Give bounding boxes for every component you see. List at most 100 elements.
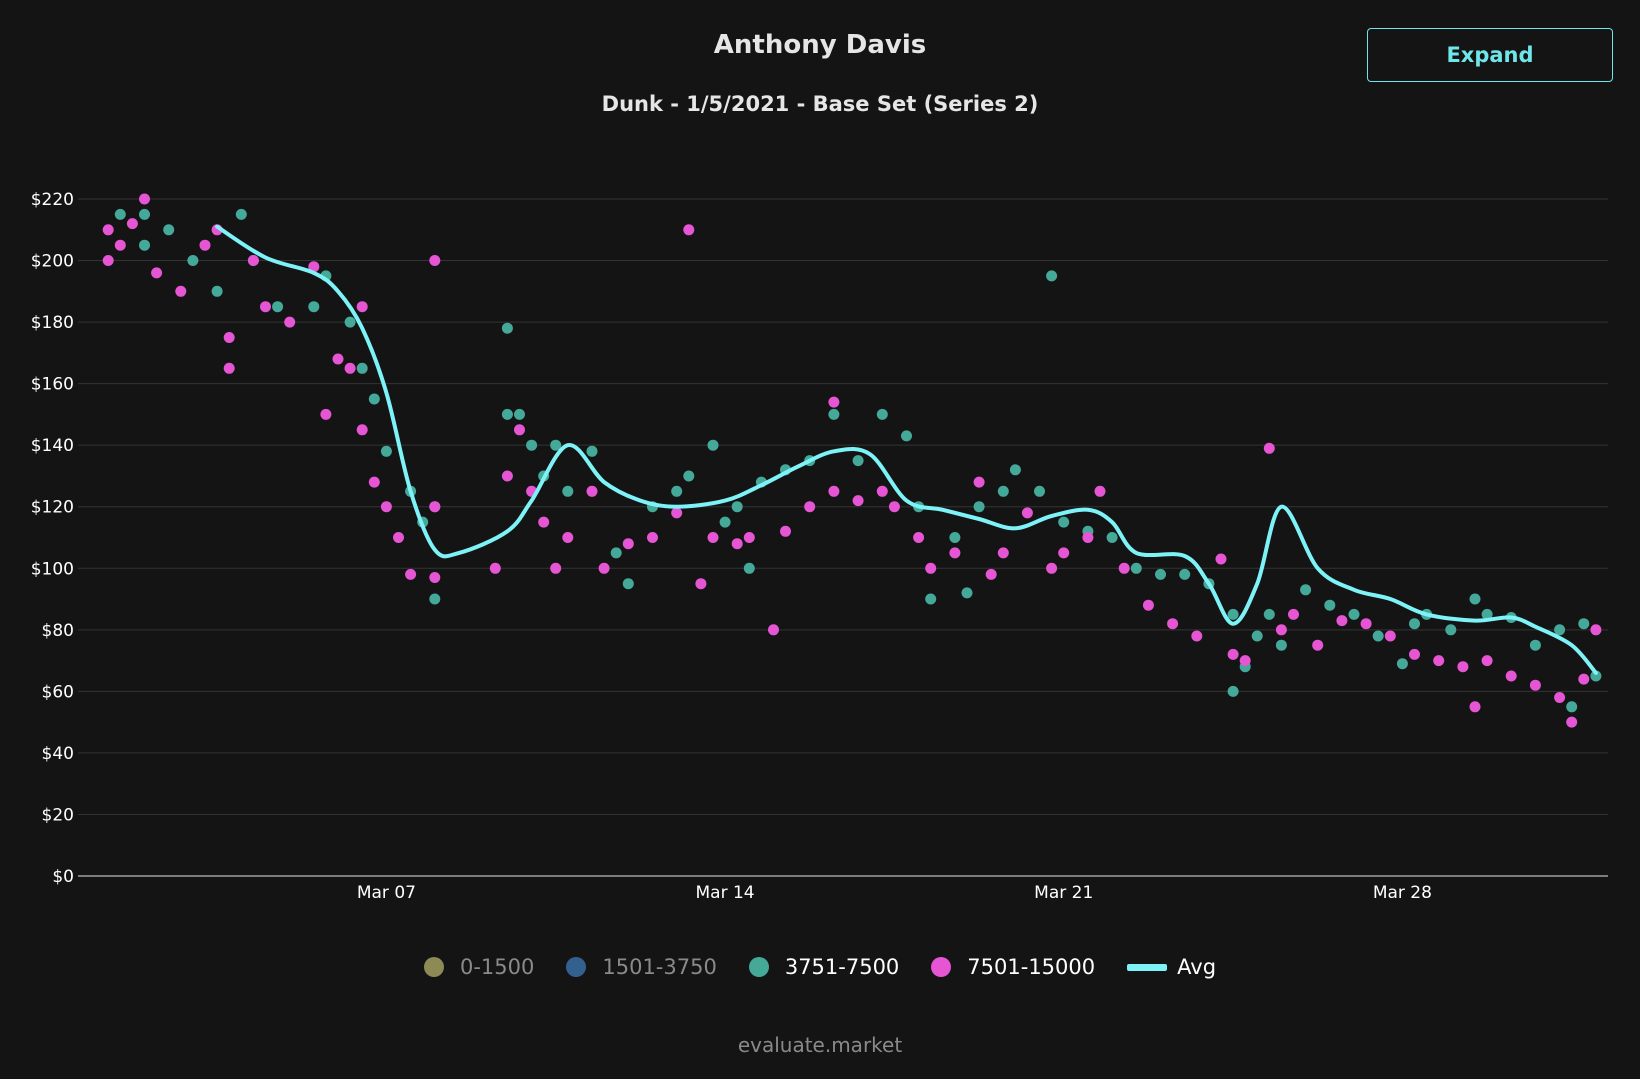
point-3751-7500[interactable]: [1179, 568, 1191, 580]
point-7501-15000[interactable]: [1409, 648, 1420, 660]
point-3751-7500[interactable]: [1034, 485, 1045, 497]
point-7501-15000[interactable]: [223, 362, 235, 374]
point-7501-15000[interactable]: [1529, 679, 1541, 691]
point-3751-7500[interactable]: [211, 285, 223, 297]
point-3751-7500[interactable]: [187, 255, 199, 266]
point-3751-7500[interactable]: [514, 408, 525, 420]
point-7501-15000[interactable]: [284, 316, 296, 328]
point-3751-7500[interactable]: [1554, 624, 1566, 636]
point-7501-15000[interactable]: [876, 485, 888, 497]
point-3751-7500[interactable]: [610, 547, 622, 559]
point-7501-15000[interactable]: [985, 568, 997, 580]
point-7501-15000[interactable]: [489, 562, 501, 574]
point-7501-15000[interactable]: [997, 547, 1009, 559]
point-7501-15000[interactable]: [949, 547, 961, 559]
point-7501-15000[interactable]: [320, 408, 332, 420]
point-3751-7500[interactable]: [683, 470, 695, 482]
point-3751-7500[interactable]: [961, 587, 973, 599]
avg-line-layer[interactable]: [215, 224, 1598, 675]
point-7501-15000[interactable]: [1058, 547, 1070, 559]
point-7501-15000[interactable]: [562, 532, 574, 543]
point-3751-7500[interactable]: [586, 445, 598, 457]
point-7501-15000[interactable]: [393, 532, 404, 543]
point-7501-15000[interactable]: [1191, 630, 1203, 642]
point-7501-15000[interactable]: [671, 507, 683, 519]
point-3751-7500[interactable]: [949, 532, 961, 543]
point-7501-15000[interactable]: [308, 261, 320, 273]
point-3751-7500[interactable]: [368, 393, 380, 405]
point-7501-15000[interactable]: [804, 501, 816, 513]
point-3751-7500[interactable]: [876, 408, 888, 420]
point-7501-15000[interactable]: [1384, 630, 1396, 642]
avg-line[interactable]: [215, 224, 1598, 675]
point-7501-15000[interactable]: [151, 267, 163, 279]
point-7501-15000[interactable]: [1082, 532, 1094, 543]
point-7501-15000[interactable]: [538, 516, 550, 528]
point-3751-7500[interactable]: [1348, 608, 1360, 620]
point-3751-7500[interactable]: [550, 439, 562, 451]
point-3751-7500[interactable]: [501, 322, 513, 334]
point-3751-7500[interactable]: [852, 455, 864, 467]
point-7501-15000[interactable]: [1566, 716, 1578, 728]
point-3751-7500[interactable]: [1529, 639, 1541, 651]
point-3751-7500[interactable]: [380, 445, 392, 457]
point-3751-7500[interactable]: [501, 408, 513, 420]
point-7501-15000[interactable]: [1578, 673, 1590, 685]
point-7501-15000[interactable]: [550, 562, 562, 574]
point-7501-15000[interactable]: [1554, 692, 1566, 703]
point-7501-15000[interactable]: [1505, 670, 1517, 682]
point-7501-15000[interactable]: [429, 501, 441, 513]
point-3751-7500[interactable]: [1155, 568, 1166, 580]
legend-item-1501-3750[interactable]: 1501-3750: [566, 955, 717, 979]
legend-item-0-1500[interactable]: 0-1500: [423, 955, 534, 979]
point-3751-7500[interactable]: [1046, 270, 1058, 282]
point-7501-15000[interactable]: [1590, 624, 1602, 636]
point-3751-7500[interactable]: [622, 578, 634, 590]
point-7501-15000[interactable]: [380, 501, 392, 513]
point-7501-15000[interactable]: [973, 476, 985, 488]
point-7501-15000[interactable]: [356, 301, 368, 313]
point-3751-7500[interactable]: [1263, 608, 1275, 620]
point-3751-7500[interactable]: [925, 593, 937, 605]
point-3751-7500[interactable]: [1566, 701, 1578, 713]
point-3751-7500[interactable]: [1469, 593, 1481, 605]
point-3751-7500[interactable]: [562, 485, 574, 497]
point-7501-15000[interactable]: [223, 332, 235, 343]
point-3751-7500[interactable]: [997, 485, 1009, 497]
point-3751-7500[interactable]: [139, 239, 150, 251]
point-7501-15000[interactable]: [356, 424, 368, 436]
point-7501-15000[interactable]: [913, 532, 925, 543]
point-7501-15000[interactable]: [429, 255, 441, 266]
point-7501-15000[interactable]: [731, 538, 743, 550]
expand-button[interactable]: Expand: [1367, 28, 1613, 82]
point-7501-15000[interactable]: [1481, 655, 1493, 667]
point-7501-15000[interactable]: [1360, 618, 1372, 630]
point-7501-15000[interactable]: [175, 285, 187, 297]
point-3751-7500[interactable]: [1324, 599, 1336, 611]
point-3751-7500[interactable]: [671, 485, 683, 497]
point-3751-7500[interactable]: [163, 224, 175, 236]
point-7501-15000[interactable]: [586, 485, 598, 497]
point-3751-7500[interactable]: [1409, 618, 1420, 630]
point-7501-15000[interactable]: [1288, 608, 1299, 620]
point-7501-15000[interactable]: [1263, 442, 1275, 454]
point-7501-15000[interactable]: [1457, 661, 1469, 673]
point-7501-15000[interactable]: [852, 495, 864, 507]
point-3751-7500[interactable]: [429, 593, 441, 605]
point-7501-15000[interactable]: [828, 485, 840, 497]
point-7501-15000[interactable]: [102, 255, 114, 266]
point-7501-15000[interactable]: [768, 624, 779, 636]
point-7501-15000[interactable]: [126, 218, 138, 230]
point-7501-15000[interactable]: [1312, 639, 1324, 651]
point-3751-7500[interactable]: [707, 439, 719, 451]
point-3751-7500[interactable]: [1275, 639, 1287, 651]
point-7501-15000[interactable]: [683, 224, 695, 236]
point-7501-15000[interactable]: [622, 538, 634, 550]
legend-item-3751-7500[interactable]: 3751-7500: [748, 955, 899, 979]
point-7501-15000[interactable]: [888, 501, 900, 513]
point-7501-15000[interactable]: [1469, 701, 1481, 713]
point-7501-15000[interactable]: [1433, 655, 1445, 667]
point-3751-7500[interactable]: [1590, 670, 1602, 682]
point-3751-7500[interactable]: [1009, 464, 1021, 476]
point-3751-7500[interactable]: [114, 208, 126, 220]
